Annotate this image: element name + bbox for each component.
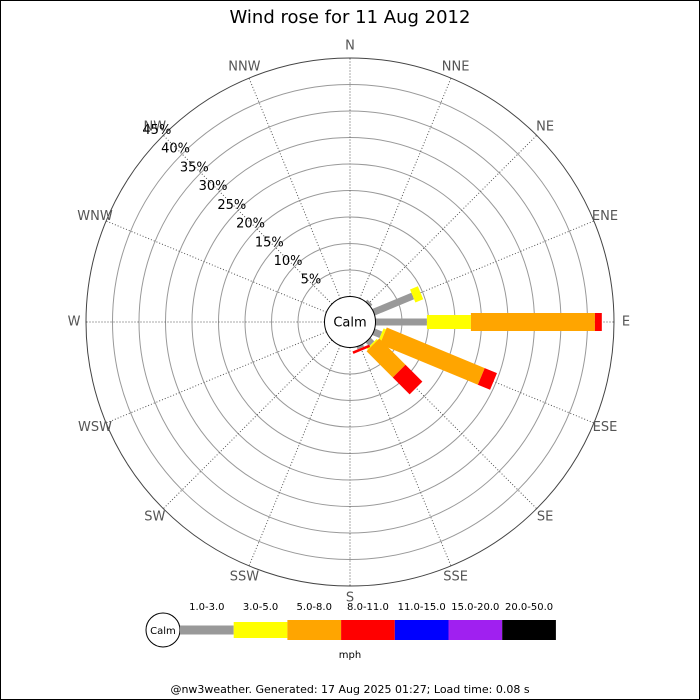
r-tick-label: 45% — [142, 123, 171, 138]
r-tick-label: 20% — [236, 217, 265, 232]
legend-swatch — [341, 620, 395, 640]
direction-label: NE — [536, 119, 554, 134]
direction-label: WSW — [78, 420, 112, 435]
direction-label: NNE — [442, 60, 470, 75]
bar-segment — [375, 318, 427, 326]
spoke — [359, 345, 452, 567]
spoke — [105, 331, 327, 424]
bar-segment — [372, 328, 383, 339]
legend-label: 5.0-8.0 — [297, 602, 332, 613]
direction-label: N — [345, 39, 355, 54]
bar-segment — [477, 368, 497, 390]
bar-segment — [379, 327, 485, 385]
r-tick-label: 10% — [274, 254, 303, 269]
r-tick-label: 5% — [301, 273, 322, 288]
spoke — [248, 77, 341, 299]
legend-label: 20.0-50.0 — [505, 602, 553, 613]
calm-circle — [324, 296, 376, 348]
legend-label: 8.0-11.0 — [347, 602, 389, 613]
direction-label: SSW — [230, 569, 260, 584]
bar-segment — [470, 313, 595, 331]
chart-title: Wind rose for 11 Aug 2012 — [230, 7, 471, 28]
legend-swatch — [394, 620, 449, 640]
direction-label: W — [68, 315, 81, 330]
direction-label: SSE — [443, 569, 468, 584]
direction-label: S — [346, 591, 354, 606]
direction-label: ENE — [592, 209, 618, 224]
legend-label: 3.0-5.0 — [243, 602, 278, 613]
bar-segment — [378, 328, 387, 343]
legend-calm-label: Calm — [150, 626, 176, 637]
legend-swatch — [287, 620, 342, 640]
bar-segment — [594, 313, 602, 331]
direction-label: SE — [537, 510, 553, 525]
spoke — [359, 77, 452, 299]
legend-label: 15.0-20.0 — [451, 602, 499, 613]
bar-segment — [365, 299, 373, 307]
legend-swatch — [180, 625, 234, 635]
direction-label: NW — [144, 119, 167, 134]
bar-segment — [410, 286, 424, 303]
bar-segment — [365, 337, 375, 347]
calm-label: Calm — [333, 316, 366, 331]
bar-segment — [392, 364, 423, 395]
direction-label: WNW — [77, 209, 113, 224]
spoke — [162, 134, 333, 305]
legend-swatch — [233, 622, 288, 638]
r-tick-label: 40% — [161, 142, 190, 157]
bar-segment — [372, 292, 415, 316]
ring — [85, 57, 615, 587]
r-tick-label: 15% — [255, 235, 284, 250]
direction-label: ESE — [593, 420, 618, 435]
bar-segment — [352, 344, 371, 354]
bar-segment — [366, 338, 406, 378]
legend-swatch — [448, 620, 503, 640]
unit-label: mph — [339, 650, 361, 661]
legend-swatch — [502, 620, 556, 640]
direction-label: NNW — [228, 60, 260, 75]
bar-segment — [426, 315, 471, 329]
spoke — [162, 339, 333, 510]
r-tick-label: 25% — [217, 198, 246, 213]
spoke — [248, 345, 341, 567]
spoke — [105, 220, 327, 313]
bar-segment — [356, 344, 365, 350]
direction-label: E — [622, 315, 630, 330]
legend-label: 1.0-3.0 — [189, 602, 224, 613]
legend-label: 11.0-15.0 — [398, 602, 446, 613]
direction-label: SW — [144, 510, 165, 525]
r-tick-label: 30% — [199, 179, 228, 194]
r-tick-label: 35% — [180, 160, 209, 175]
footer: @nw3weather. Generated: 17 Aug 2025 01:2… — [170, 683, 529, 696]
spoke — [367, 134, 538, 305]
